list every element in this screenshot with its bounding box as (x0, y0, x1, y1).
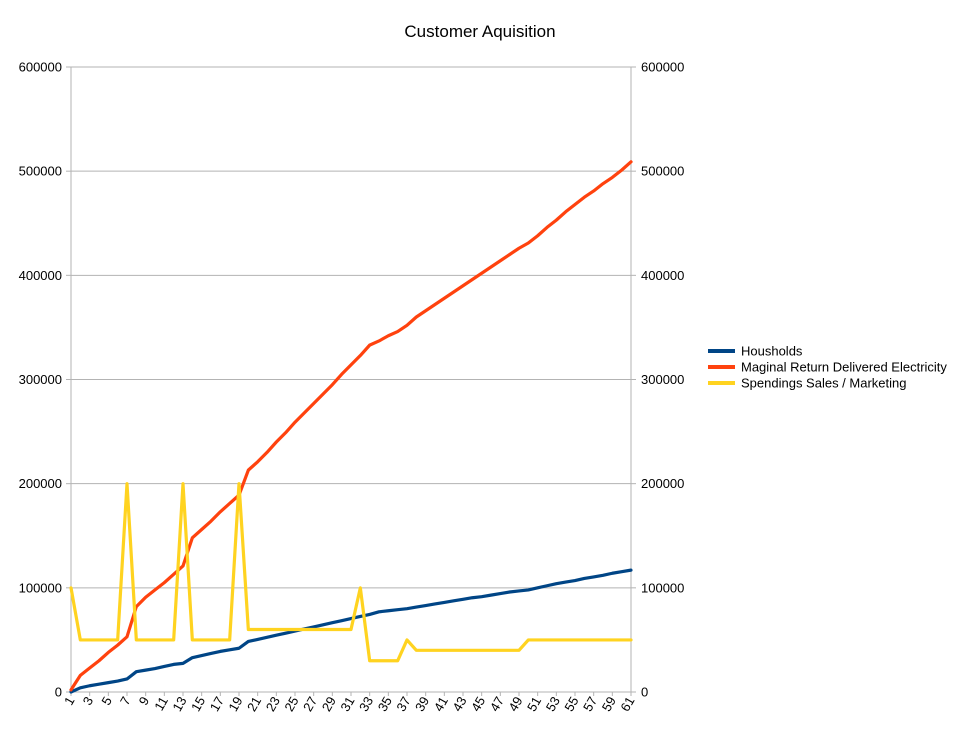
series-line-1 (69, 568, 633, 694)
series-line-2 (69, 160, 633, 692)
x-tick-label: 59 (599, 694, 619, 714)
y-tick-label-right: 400000 (641, 268, 684, 283)
x-tick-label: 19 (225, 694, 245, 714)
y-tick-label-right: 600000 (641, 60, 684, 75)
x-tick-label: 27 (300, 694, 320, 714)
x-tick-label: 33 (356, 694, 376, 714)
x-tick-label: 35 (375, 694, 395, 714)
x-tick-label: 17 (207, 694, 227, 714)
y-tick-label: 500000 (19, 164, 62, 179)
gridlines (71, 66, 631, 693)
x-tick-label: 43 (449, 694, 469, 714)
y-tick-label: 600000 (19, 60, 62, 75)
x-tick-label: 11 (151, 694, 171, 713)
y-tick-label: 100000 (19, 580, 62, 595)
x-tick-label: 5 (98, 694, 115, 708)
x-tick-label: 61 (617, 694, 637, 714)
x-tick-label: 39 (412, 694, 432, 714)
x-tick-label: 51 (524, 694, 544, 714)
x-tick-label: 49 (505, 694, 525, 714)
x-tick-label: 21 (244, 694, 264, 714)
x-tick-label: 31 (337, 694, 357, 714)
x-tick-label: 1 (61, 694, 78, 708)
y-tick-label: 300000 (19, 372, 62, 387)
series-lines (69, 160, 633, 694)
x-tick-label: 57 (580, 694, 600, 714)
y-axis-left-ticks: 0 100000 200000 300000 400000 500000 600000 (19, 60, 62, 700)
x-tick-label: 45 (468, 694, 488, 714)
x-tick-label: 7 (117, 694, 134, 708)
x-tick-label: 37 (393, 694, 413, 714)
y-axis-right-ticks: 0 100000 200000 300000 400000 500000 600000 (641, 60, 684, 700)
chart-title: Customer Aquisition (404, 22, 555, 41)
x-tick-label: 55 (561, 694, 581, 714)
y-tick-label: 400000 (19, 268, 62, 283)
series-line-3 (69, 482, 633, 663)
x-tick-label: 23 (263, 694, 283, 714)
y-tick-label-right: 500000 (641, 164, 684, 179)
y-tick-label-right: 200000 (641, 476, 684, 491)
x-tick-label: 53 (543, 694, 563, 714)
legend-label: Spendings Sales / Marketing (741, 376, 906, 391)
x-tick-label: 13 (169, 694, 189, 714)
x-tick-label: 25 (281, 694, 301, 714)
x-tick-label: 47 (487, 694, 507, 714)
y-tick-label-right: 300000 (641, 372, 684, 387)
legend-label: Maginal Return Delivered Electricity (741, 360, 947, 375)
y-tick-label: 0 (55, 685, 62, 700)
x-tick-label: 15 (188, 694, 208, 714)
x-tick-label: 41 (431, 694, 451, 714)
x-tick-label: 9 (136, 694, 153, 708)
x-tick-label: 3 (80, 694, 97, 708)
axes (66, 66, 636, 696)
x-axis-ticks: 1 3 5 7 911131517192123252729313335373941434… (61, 694, 638, 714)
y-tick-label-right: 0 (641, 685, 648, 700)
y-tick-label: 200000 (19, 476, 62, 491)
y-tick-label-right: 100000 (641, 580, 684, 595)
legend-label: Housholds (741, 344, 803, 359)
x-tick-label: 29 (319, 694, 339, 714)
